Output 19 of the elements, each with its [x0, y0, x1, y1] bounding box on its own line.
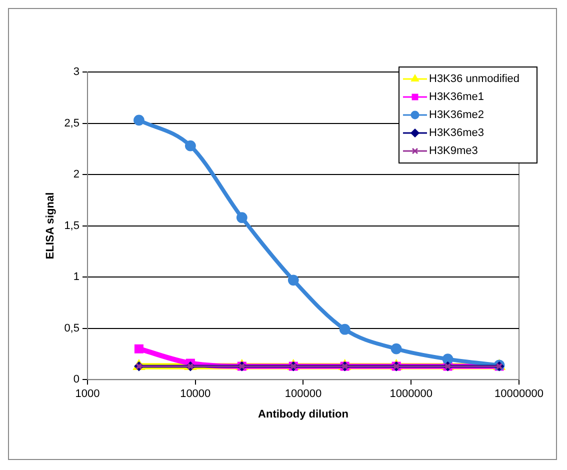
y-tick-label: 0 [73, 374, 80, 386]
x-tick-label: 1000 [75, 388, 100, 400]
x-tick-label: 100000 [284, 388, 322, 400]
x-axis-title: Antibody dilution [258, 408, 349, 420]
y-tick-label: 1 [73, 271, 80, 284]
y-tick-label: 2 [73, 168, 80, 181]
x-tick-label: 1000000 [390, 388, 433, 400]
x-tick-label: 10000 [180, 388, 211, 400]
legend-label: H3K36me2 [429, 109, 484, 122]
legend-label: H3K9me3 [429, 145, 478, 158]
y-axis-title: ELISA signal [44, 192, 57, 260]
legend-label: H3K36me3 [429, 127, 484, 140]
y-tick-label: 0,5 [64, 322, 80, 334]
legend-label: H3K36 unmodified [429, 73, 520, 86]
y-tick-label: 1,5 [64, 220, 80, 232]
y-tick-label: 2,5 [64, 117, 80, 130]
legend-label: H3K36me1 [429, 91, 484, 104]
y-tick-label: 3 [73, 66, 80, 78]
x-tick-label: 10000000 [494, 388, 544, 400]
